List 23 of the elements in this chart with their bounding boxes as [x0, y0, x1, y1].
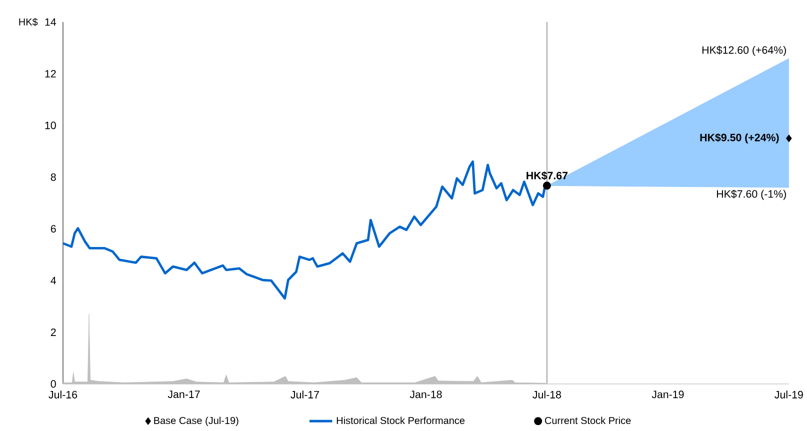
legend-label: Base Case (Jul-19): [154, 416, 238, 426]
x-tick-label: Jul-17: [290, 390, 319, 399]
legend-label: Current Stock Price: [544, 416, 631, 424]
annotation: HK$7.67: [526, 171, 568, 180]
x-tick-label: Jan-18: [410, 390, 442, 398]
y-tick-label: 6: [50, 225, 56, 233]
y-tick-label: 4: [50, 276, 56, 284]
legend-label: Historical Stock Performance: [336, 416, 465, 424]
annotation: HK$12.60 (+64%): [702, 46, 786, 56]
x-tick-label: Jan-19: [652, 390, 684, 398]
x-tick-label: Jul-18: [532, 390, 561, 399]
y-axis-title: HK$: [19, 18, 38, 26]
y-tick-label: 12: [45, 70, 56, 78]
y-tick-label: 8: [50, 173, 56, 181]
x-tick-label: Jan-17: [168, 390, 200, 398]
y-tick-label: 0: [50, 380, 56, 388]
annotation: HK$9.50 (+24%): [700, 133, 779, 144]
annotation: HK$7.60 (-1%): [716, 190, 786, 200]
y-tick-label: 2: [50, 328, 56, 336]
y-tick-label: 14: [45, 18, 56, 26]
y-tick-label: 10: [45, 122, 56, 130]
x-tick-label: Jul-19: [774, 390, 803, 399]
x-tick-label: Jul-16: [48, 390, 78, 399]
